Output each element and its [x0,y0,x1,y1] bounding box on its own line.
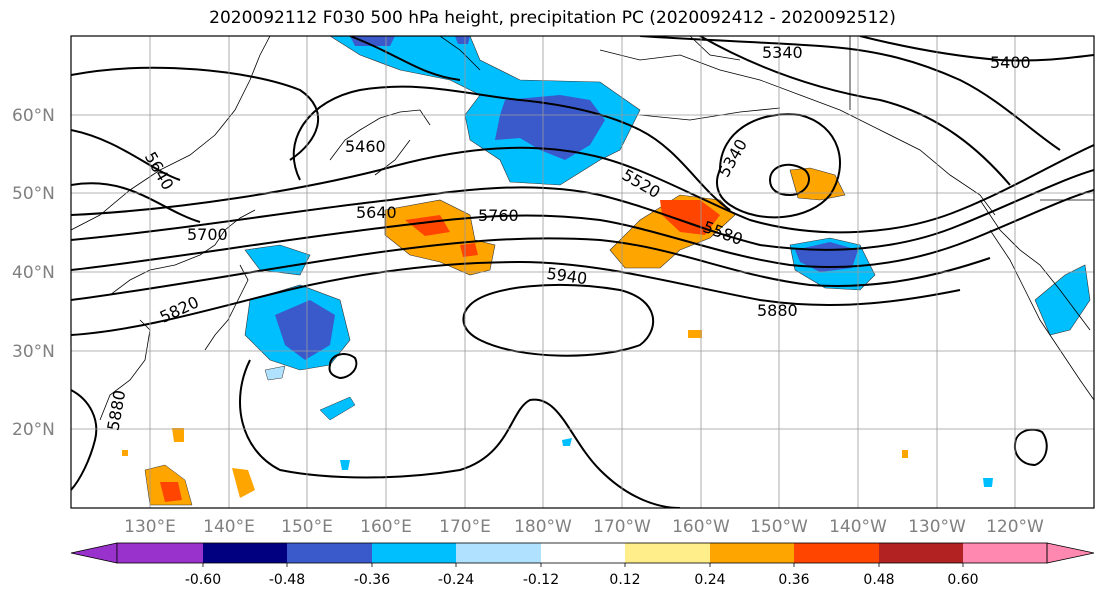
lat-label: 20°N [12,420,55,440]
colorbar: -0.60 -0.48 -0.36 -0.24 -0.12 0.12 0.24 … [70,542,1095,588]
lon-label: 140°W [829,517,887,537]
contour-label: 5760 [478,206,519,225]
colorbar-label: 0.36 [778,572,809,588]
contour-label: 5460 [345,137,386,156]
colorbar-label: 0.48 [863,572,894,588]
lon-label: 120°W [986,517,1044,537]
colorbar-label: -0.60 [185,572,221,588]
colorbar-segment [287,543,372,563]
colorbar-segment [794,543,879,563]
height-contours [71,36,1094,508]
contour-label: 5700 [187,225,228,244]
colorbar-segment [372,543,456,563]
contour-label: 5640 [356,203,397,222]
colorbar-segment [625,543,710,563]
colorbar-segment [456,543,541,563]
lat-label: 50°N [12,184,55,204]
colorbar-border [116,542,1048,564]
colorbar-label: -0.36 [354,572,390,588]
lon-label: 170°E [439,517,491,537]
colorbar-label: -0.48 [269,572,305,588]
longitude-labels: 130°E 140°E 150°E 160°E 170°E 180°W 170°… [124,517,1044,537]
lon-label: 160°W [672,517,730,537]
lat-label: 40°N [12,263,55,283]
colorbar-segment [710,543,794,563]
latitude-labels: 60°N 50°N 40°N 30°N 20°N [12,106,55,440]
colorbar-segment [963,543,1047,563]
contour-label: 5880 [757,301,798,320]
map-title: 2020092112 F030 500 hPa height, precipit… [209,8,896,28]
lat-label: 60°N [12,106,55,126]
colorbar-segment [541,543,625,563]
colorbar-label: 0.24 [694,572,725,588]
lon-label: 130°E [124,517,176,537]
colorbar-extend-low [70,542,118,564]
lon-label: 150°W [750,517,808,537]
colorbar-label: -0.24 [438,572,474,588]
lon-label: 180°W [514,517,572,537]
graticule [71,36,1094,508]
lon-label: 160°E [360,517,412,537]
negative-precip-regions [244,36,1091,487]
contour-label: 5340 [762,43,803,62]
contour-label: 5400 [990,53,1031,72]
colorbar-segment [117,543,203,563]
lon-label: 150°E [281,517,333,537]
lon-label: 140°E [203,517,255,537]
colorbar-segment [203,543,287,563]
lat-label: 30°N [12,342,55,362]
lon-label: 130°W [908,517,966,537]
colorbar-label: 0.60 [947,572,978,588]
colorbar-label: 0.12 [609,572,640,588]
lon-label: 170°W [593,517,651,537]
colorbar-label: -0.12 [523,572,559,588]
map-border [70,35,1095,509]
colorbar-extend-high [1046,542,1095,564]
colorbar-segment [879,543,963,563]
